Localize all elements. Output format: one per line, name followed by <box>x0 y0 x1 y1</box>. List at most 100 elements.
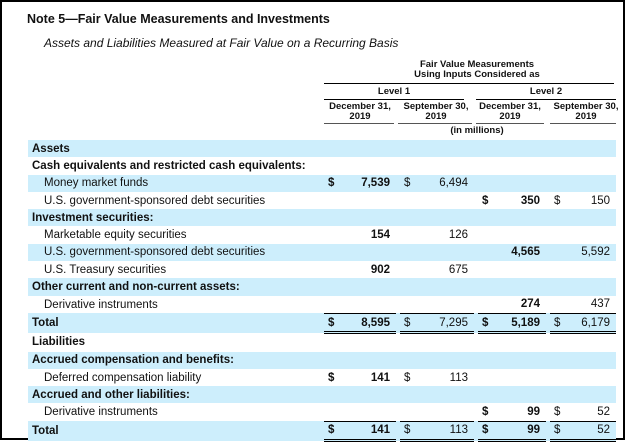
currency-symbol: $ <box>550 312 572 335</box>
value-cell <box>346 243 396 262</box>
currency-symbol <box>324 140 346 158</box>
currency-symbol <box>324 278 346 296</box>
value-cell <box>500 278 546 296</box>
value-cell <box>500 333 546 352</box>
currency-symbol <box>550 333 572 352</box>
section-row: Accrued compensation and benefits: <box>28 351 616 369</box>
currency-symbol <box>478 369 500 386</box>
col1-header-line1: December 31, <box>329 101 391 112</box>
group-title-line2: Using Inputs Considered as <box>414 69 540 80</box>
table-row: Derivative instruments $99 $52 <box>28 403 616 421</box>
table-row: Deferred compensation liability $141 $113 <box>28 369 616 386</box>
currency-symbol <box>478 209 500 227</box>
column-gap <box>474 243 478 262</box>
col3-rule <box>476 123 544 124</box>
currency-symbol <box>550 261 572 278</box>
value-cell <box>346 333 396 352</box>
row-label: U.S. Treasury securities <box>44 263 167 276</box>
value-cell: 350 <box>520 194 540 207</box>
row-label: U.S. government-sponsored debt securitie… <box>44 194 266 207</box>
column-gap <box>546 386 550 404</box>
currency-symbol <box>550 209 572 227</box>
value-cell <box>572 369 616 386</box>
value-cell <box>346 278 396 296</box>
section-row: Accrued and other liabilities: <box>28 386 616 404</box>
col4-header-line2: 2019 <box>575 111 597 122</box>
group-header: Fair Value Measurements Using Inputs Con… <box>402 60 552 80</box>
row-label: U.S. government-sponsored debt securitie… <box>28 243 324 262</box>
currency-symbol <box>324 261 346 278</box>
currency-symbol <box>324 386 346 404</box>
col4-header: September 30, 2019 <box>548 102 624 122</box>
row-label: Derivative instruments <box>44 298 158 311</box>
value-cell <box>572 157 616 174</box>
value-cell: 6,494 <box>422 174 474 192</box>
row-label: Money market funds <box>28 174 324 192</box>
value-cell <box>422 209 474 227</box>
currency-symbol <box>550 226 572 243</box>
currency-symbol: $ <box>554 406 561 419</box>
value-cell <box>346 157 396 174</box>
column-gap <box>546 351 550 369</box>
column-gap <box>396 209 400 227</box>
table-row: Marketable equity securities 154 126 <box>28 226 616 243</box>
col4-rule <box>550 123 616 124</box>
value-cell: 7,539 <box>346 174 396 192</box>
value-cell: 5,592 <box>572 243 616 262</box>
value-cell <box>500 209 546 227</box>
currency-symbol: $ <box>550 420 572 442</box>
section-row: Assets <box>28 140 616 158</box>
group-rule <box>324 83 614 84</box>
level2-header: Level 2 <box>529 86 563 97</box>
column-gap <box>546 174 550 192</box>
row-label: Accrued and other liabilities: <box>28 386 324 404</box>
currency-symbol: $ <box>554 194 561 207</box>
value-cell: 99 <box>500 420 546 442</box>
table-row: Derivative instruments 274 437 <box>28 296 616 314</box>
value-cell <box>500 157 546 174</box>
column-gap <box>396 278 400 296</box>
value-cell <box>422 333 474 352</box>
row-label: Investment securities: <box>28 209 324 227</box>
row-label: Other current and non-current assets: <box>28 278 324 296</box>
column-gap <box>474 209 478 227</box>
currency-symbol <box>324 296 346 314</box>
value-cell: 6,179 <box>572 312 616 335</box>
currency-symbol <box>550 157 572 174</box>
value-cell: 154 <box>370 229 390 242</box>
currency-symbol <box>324 351 346 369</box>
value-cell <box>346 351 396 369</box>
column-gap <box>546 209 550 227</box>
row-label: Marketable equity securities <box>44 229 187 242</box>
value-cell <box>346 192 396 209</box>
col1-rule <box>324 123 394 124</box>
section-row: Other current and non-current assets: <box>28 278 616 296</box>
currency-symbol <box>550 243 572 262</box>
currency-symbol: $ <box>324 312 346 335</box>
col3-header-line2: 2019 <box>499 111 521 122</box>
table-row: Money market funds $7,539 $6,494 <box>28 174 616 192</box>
currency-symbol <box>400 351 422 369</box>
currency-symbol <box>478 296 500 314</box>
column-gap <box>396 140 400 158</box>
row-label: Accrued compensation and benefits: <box>28 351 324 369</box>
currency-symbol <box>550 369 572 386</box>
currency-symbol <box>324 157 346 174</box>
column-gap <box>396 313 400 333</box>
currency-symbol <box>400 140 422 158</box>
column-gap <box>546 421 550 441</box>
value-cell <box>346 296 396 314</box>
value-cell: 52 <box>597 406 610 419</box>
currency-symbol: $ <box>324 174 346 192</box>
col3-header-line1: December 31, <box>479 101 541 112</box>
currency-symbol <box>400 261 422 278</box>
value-cell <box>500 369 546 386</box>
currency-symbol <box>550 386 572 404</box>
value-cell <box>422 157 474 174</box>
row-label: Derivative instruments <box>44 406 158 419</box>
value-cell <box>500 226 546 243</box>
currency-symbol <box>550 296 572 314</box>
currency-symbol <box>550 140 572 158</box>
value-cell: 113 <box>422 420 474 442</box>
